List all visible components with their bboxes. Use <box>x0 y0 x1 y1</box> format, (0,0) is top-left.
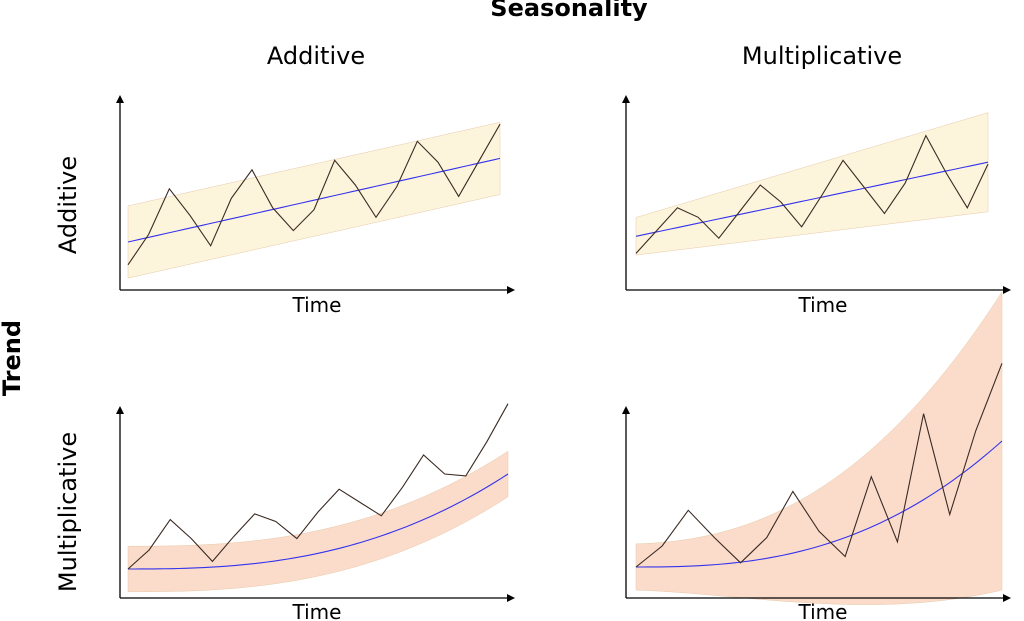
row-title-multiplicative: Multiplicative <box>54 431 82 593</box>
x-axis-arrow-icon <box>1003 286 1011 294</box>
trend-line <box>127 473 509 570</box>
x-axis-arrow-icon <box>507 286 515 294</box>
column-title-additive: Additive <box>266 42 366 70</box>
x-axis-label: Time <box>798 600 848 621</box>
row-axis-title: Trend <box>0 319 26 397</box>
seasonal-band <box>635 291 1003 605</box>
series-line <box>127 123 501 266</box>
trend-line <box>635 161 989 237</box>
column-title-multiplicative: Multiplicative <box>741 42 903 70</box>
y-axis-arrow-icon <box>622 95 630 103</box>
y-axis-arrow-icon <box>116 406 124 414</box>
panel-multiplicative-trend-additive-seasonality: Time <box>116 403 515 621</box>
panel-additive-trend-additive-seasonality: Time <box>116 95 515 317</box>
panel-multiplicative-trend-multiplicative-seasonality: Time <box>622 291 1011 621</box>
series-line <box>635 134 989 254</box>
main-title: Seasonality <box>490 0 648 22</box>
row-title-additive: Additive <box>54 155 82 255</box>
y-axis-arrow-icon <box>622 406 630 414</box>
trend-line <box>635 440 1003 568</box>
x-axis-label: Time <box>798 293 848 317</box>
x-axis-label: Time <box>292 293 342 317</box>
trend-line <box>127 157 501 243</box>
seasonal-band <box>127 450 509 593</box>
x-axis-arrow-icon <box>507 594 515 602</box>
x-axis-arrow-icon <box>1003 594 1011 602</box>
series-line <box>127 403 509 570</box>
series-line <box>635 363 1003 568</box>
x-axis-label: Time <box>292 600 342 621</box>
y-axis-arrow-icon <box>116 95 124 103</box>
seasonal-band <box>635 112 989 256</box>
panel-additive-trend-multiplicative-seasonality: Time <box>622 95 1011 317</box>
